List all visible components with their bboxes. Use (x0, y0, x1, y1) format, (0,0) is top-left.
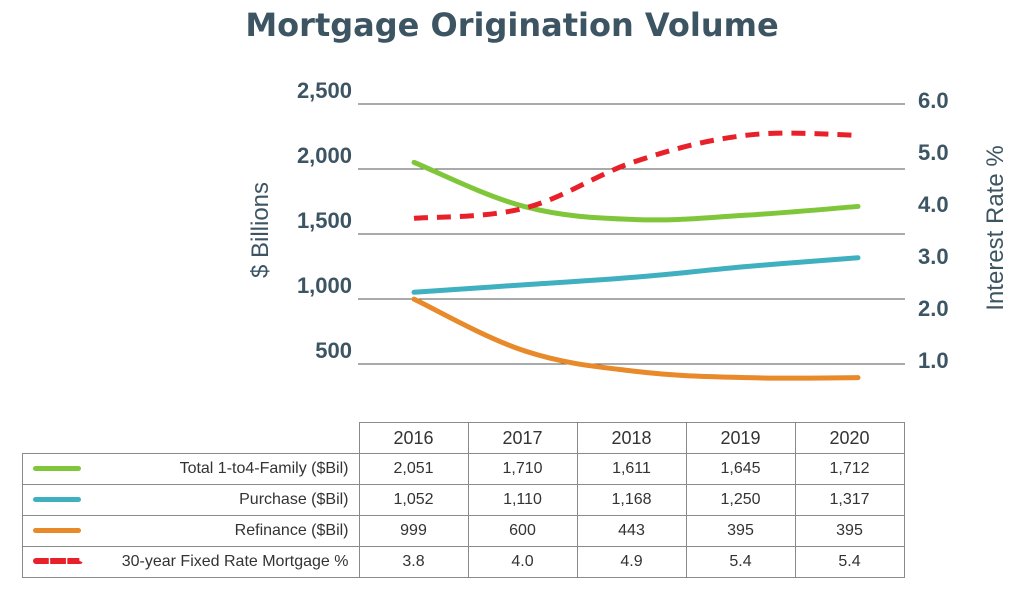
gridlines (358, 103, 905, 365)
line-chart: 500 1,000 1,500 2,000 2,500 1.0 2.0 3.0 4.0 5.0 6… (247, 78, 1009, 381)
table-cell: 999 (358, 515, 469, 547)
table-cell: 1,317 (794, 484, 905, 516)
y-tick-label: 2,500 (297, 78, 352, 103)
y2-tick-label: 4.0 (918, 192, 949, 217)
series-name: 30-year Fixed Rate Mortgage % (121, 553, 349, 570)
table-cell: 1,710 (467, 453, 578, 485)
column-header: 2019 (685, 422, 796, 454)
y2-axis-label: Interest Rate % (982, 145, 1009, 310)
series-lines (411, 130, 861, 381)
row-label-rate: 30-year Fixed Rate Mortgage % (22, 546, 360, 578)
table-cell: 4.0 (467, 546, 578, 578)
row-label-purchase: Purchase ($Bil) (22, 484, 360, 516)
table-cell: 1,052 (358, 484, 469, 516)
y2-tick-label: 6.0 (918, 88, 949, 113)
table-cell: 2,051 (358, 453, 469, 485)
table-cell: 1,611 (576, 453, 687, 485)
table-cell: 1,250 (685, 484, 796, 516)
y2-tick-label: 1.0 (918, 348, 949, 373)
chart-title: Mortgage Origination Volume (245, 6, 779, 44)
table-header-row: 2016 2017 2018 2019 2020 (23, 422, 905, 454)
y2-tick-label: 5.0 (918, 140, 949, 165)
legend-swatch-refinance (33, 528, 81, 533)
series-line-3 (413, 130, 859, 221)
y-tick-label: 2,000 (297, 143, 352, 168)
table-cell: 395 (685, 515, 796, 547)
right-axis-ticks: 1.0 2.0 3.0 4.0 5.0 6.0 (918, 88, 949, 373)
legend-swatch-purchase (33, 497, 81, 502)
table-cell: 5.4 (794, 546, 905, 578)
column-header: 2018 (576, 422, 687, 454)
series-name: Refinance ($Bil) (234, 522, 349, 539)
column-header: 2020 (794, 422, 905, 454)
row-label-refinance: Refinance ($Bil) (22, 515, 360, 547)
y2-tick-label: 3.0 (918, 244, 949, 269)
table-row: Refinance ($Bil) 999 600 443 395 395 (22, 515, 905, 547)
table-cell: 1,712 (794, 453, 905, 485)
y2-tick-label: 2.0 (918, 296, 949, 321)
table-cell: 5.4 (685, 546, 796, 578)
legend-swatch-total (33, 466, 81, 471)
table-row: 30-year Fixed Rate Mortgage % 3.8 4.0 4.… (22, 546, 905, 578)
table-row: Total 1-to4-Family ($Bil) 2,051 1,710 1,… (22, 453, 905, 485)
series-line-2 (411, 296, 861, 381)
table-cell: 395 (794, 515, 905, 547)
legend-swatch-rate (33, 558, 83, 564)
series-name: Total 1-to4-Family ($Bil) (179, 460, 349, 477)
table-cell: 3.8 (358, 546, 469, 578)
column-header: 2017 (467, 422, 578, 454)
series-name: Purchase ($Bil) (239, 491, 349, 508)
series-line-1 (411, 255, 861, 295)
column-header: 2016 (358, 422, 469, 454)
table-corner (23, 423, 360, 454)
y-tick-label: 500 (315, 338, 352, 363)
table-cell: 4.9 (576, 546, 687, 578)
data-table: 2016 2017 2018 2019 2020 Total 1-to4-Fam… (22, 422, 905, 578)
table-row: Purchase ($Bil) 1,052 1,110 1,168 1,250 … (22, 484, 905, 516)
y-tick-label: 1,000 (297, 273, 352, 298)
y-axis-label: $ Billions (247, 182, 274, 278)
table-cell: 1,645 (685, 453, 796, 485)
row-label-total: Total 1-to4-Family ($Bil) (22, 453, 360, 485)
table-cell: 600 (467, 515, 578, 547)
table-cell: 443 (576, 515, 687, 547)
series-line-0 (411, 159, 861, 223)
left-axis-ticks: 500 1,000 1,500 2,000 2,500 (297, 78, 352, 363)
table-cell: 1,110 (467, 484, 578, 516)
y-tick-label: 1,500 (297, 208, 352, 233)
table-cell: 1,168 (576, 484, 687, 516)
